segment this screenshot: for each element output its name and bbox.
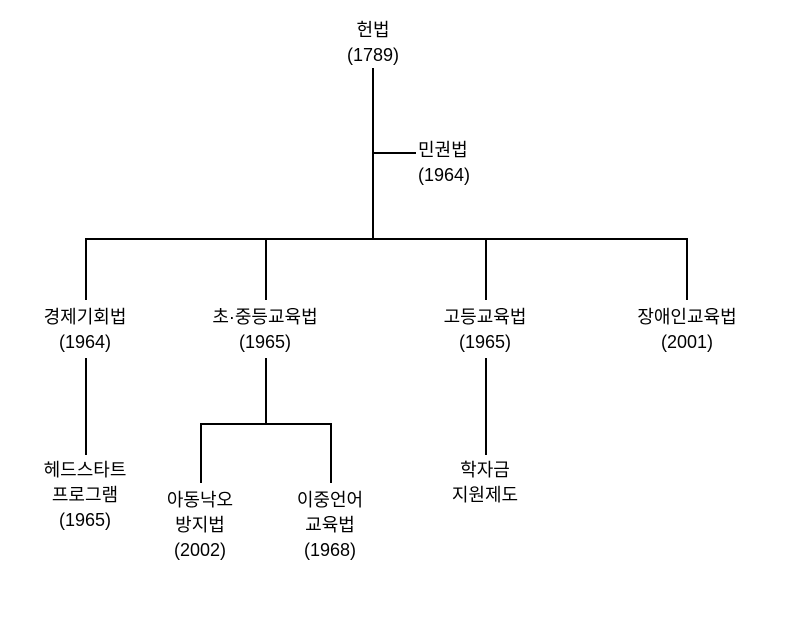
node-esea-label1: 초·중등교육법 (195, 305, 335, 330)
node-headstart-label1: 헤드스타트 (35, 458, 135, 483)
node-idea-label1: 장애인교육법 (625, 305, 749, 330)
node-hea-label1: 고등교육법 (430, 305, 540, 330)
node-headstart-label2: 프로그램 (35, 483, 135, 508)
line-esea-horizontal (200, 423, 332, 425)
line-hea-finaid (485, 358, 487, 455)
tree-diagram: 헌법 (1789) 민권법 (1964) 경제기회법 (1964) 초·중등교육… (0, 0, 808, 638)
node-hea-label2: (1965) (430, 330, 540, 355)
node-idea-label2: (2001) (625, 330, 749, 355)
node-bilingual-label1: 이중언어 (285, 488, 375, 513)
node-econ-label1: 경제기회법 (35, 305, 135, 330)
node-econ-label2: (1964) (35, 330, 135, 355)
line-bilingual-drop (330, 423, 332, 483)
node-root-label1: 헌법 (343, 18, 403, 43)
line-econ-drop (85, 238, 87, 300)
line-main-horizontal (85, 238, 688, 240)
node-econ: 경제기회법 (1964) (35, 305, 135, 355)
node-headstart: 헤드스타트 프로그램 (1965) (35, 458, 135, 534)
node-hea: 고등교육법 (1965) (430, 305, 540, 355)
line-hea-drop (485, 238, 487, 300)
node-civil-label2: (1964) (418, 163, 498, 188)
node-root: 헌법 (1789) (343, 18, 403, 68)
line-idea-drop (686, 238, 688, 300)
node-civil-label1: 민권법 (418, 138, 498, 163)
node-finaid-label2: 지원제도 (440, 483, 530, 508)
node-civil: 민권법 (1964) (418, 138, 498, 188)
node-bilingual-label3: (1968) (285, 538, 375, 563)
node-finaid-label1: 학자금 (440, 458, 530, 483)
line-econ-headstart (85, 358, 87, 455)
node-nclb-label1: 아동낙오 (155, 488, 245, 513)
node-idea: 장애인교육법 (2001) (625, 305, 749, 355)
node-nclb: 아동낙오 방지법 (2002) (155, 488, 245, 564)
node-bilingual-label2: 교육법 (285, 513, 375, 538)
node-finaid: 학자금 지원제도 (440, 458, 530, 508)
line-civil-branch (372, 152, 416, 154)
node-root-label2: (1789) (343, 43, 403, 68)
node-esea: 초·중등교육법 (1965) (195, 305, 335, 355)
line-esea-down (265, 358, 267, 423)
node-nclb-label2: 방지법 (155, 513, 245, 538)
line-esea-drop (265, 238, 267, 300)
line-nclb-drop (200, 423, 202, 483)
node-nclb-label3: (2002) (155, 538, 245, 563)
node-esea-label2: (1965) (195, 330, 335, 355)
node-headstart-label3: (1965) (35, 508, 135, 533)
node-bilingual: 이중언어 교육법 (1968) (285, 488, 375, 564)
